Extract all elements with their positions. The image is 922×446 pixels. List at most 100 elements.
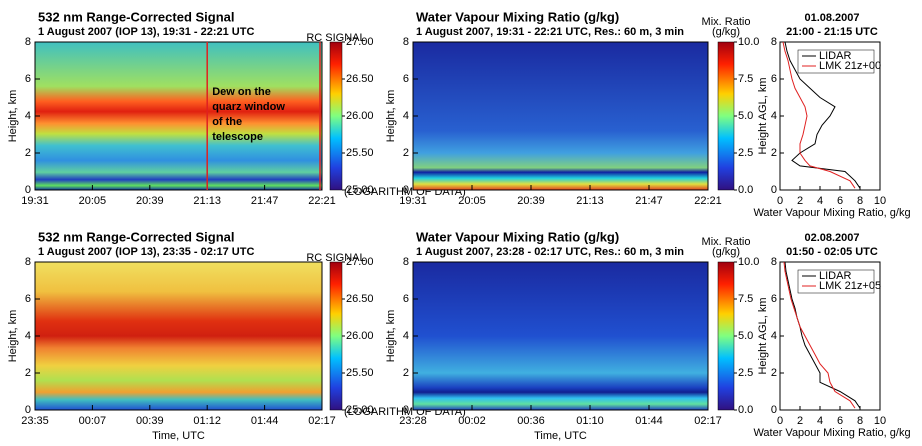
x-tick-label: 10 xyxy=(874,415,886,427)
colorbar-tick-label: 25.50 xyxy=(346,147,374,159)
annotation: of the xyxy=(212,116,242,128)
y-tick-label: 4 xyxy=(403,330,409,342)
colorbar-tick-label: 25.00 xyxy=(346,184,374,196)
y-tick-label: 6 xyxy=(771,293,777,305)
x-tick-label: 01:44 xyxy=(635,415,663,427)
y-axis-label: Height, km xyxy=(385,90,397,143)
y-tick-label: 2 xyxy=(771,367,777,379)
x-axis-label: Water Vapour Mixing Ratio, g/kg xyxy=(753,427,910,439)
x-tick-label: 22:21 xyxy=(308,195,336,207)
x-tick-label: 0 xyxy=(777,415,783,427)
colorbar-tick-label: 5.0 xyxy=(738,330,753,342)
y-tick-label: 8 xyxy=(771,36,777,48)
y-tick-label: 0 xyxy=(403,184,409,196)
colorbar-label: (g/kg) xyxy=(712,246,740,258)
x-tick-label: 00:39 xyxy=(136,415,164,427)
y-tick-label: 6 xyxy=(403,293,409,305)
colorbar-tick-label: 26.50 xyxy=(346,293,374,305)
y-tick-label: 6 xyxy=(771,73,777,85)
x-tick-label: 19:31 xyxy=(21,195,49,207)
x-tick-label: 22:21 xyxy=(694,195,722,207)
chart-title: 01.08.2007 xyxy=(804,12,859,24)
x-tick-label: 00:07 xyxy=(79,415,107,427)
colorbar-tick-label: 27.00 xyxy=(346,256,374,268)
x-tick-label: 20:39 xyxy=(136,195,164,207)
y-tick-label: 0 xyxy=(771,184,777,196)
legend-box xyxy=(797,49,875,74)
x-tick-label: 01:44 xyxy=(251,415,279,427)
y-tick-label: 2 xyxy=(403,367,409,379)
y-tick-label: 4 xyxy=(25,330,31,342)
colorbar-tick-label: 0.0 xyxy=(738,404,753,416)
colorbar-tick-label: 7.5 xyxy=(738,293,753,305)
profile-line xyxy=(782,41,856,189)
y-tick-label: 4 xyxy=(25,110,31,122)
chart-title: 532 nm Range-Corrected Signal xyxy=(38,229,235,244)
colorbar-label: Mix. Ratio xyxy=(702,16,751,28)
heatmap-image xyxy=(35,262,322,410)
x-tick-label: 00:36 xyxy=(517,415,545,427)
y-tick-label: 0 xyxy=(25,184,31,196)
heatmap-image xyxy=(35,42,322,190)
profile-line xyxy=(783,261,856,409)
y-axis-label: Height AGL, km xyxy=(757,297,769,374)
x-tick-label: 21:13 xyxy=(193,195,221,207)
x-axis-label: Time, UTC xyxy=(534,430,587,442)
colorbar-tick-label: 10.0 xyxy=(738,256,759,268)
y-axis-label: Height, km xyxy=(7,90,19,143)
x-tick-label: 6 xyxy=(837,415,843,427)
colorbar xyxy=(329,41,343,191)
y-tick-label: 6 xyxy=(25,293,31,305)
y-tick-label: 8 xyxy=(403,36,409,48)
profile-line xyxy=(784,261,861,409)
x-tick-label: 19:31 xyxy=(399,195,427,207)
x-tick-label: 8 xyxy=(857,415,863,427)
chart-title: 02.08.2007 xyxy=(804,232,859,244)
y-tick-label: 2 xyxy=(403,147,409,159)
colorbar-label: RC SIGNAL xyxy=(306,252,365,264)
colorbar-tick-label: 26.00 xyxy=(346,110,374,122)
x-tick-label: 20:05 xyxy=(79,195,107,207)
chart-subtitle: 1 August 2007 (IOP 13), 23:35 - 02:17 UT… xyxy=(38,246,254,258)
legend-label: LMK 21z+05 xyxy=(819,280,881,292)
colorbar-tick-label: 26.00 xyxy=(346,330,374,342)
chart-subtitle: 1 August 2007 (IOP 13), 19:31 - 22:21 UT… xyxy=(38,26,254,38)
annotation: telescope xyxy=(212,131,263,143)
annotation: quarz window xyxy=(212,101,285,113)
colorbar-tick-label: 27.00 xyxy=(346,36,374,48)
chart-title: Water Vapour Mixing Ratio (g/kg) xyxy=(416,229,619,244)
colorbar-label: (g/kg) xyxy=(712,26,740,38)
y-tick-label: 2 xyxy=(25,147,31,159)
colorbar-tick-label: 2.5 xyxy=(738,367,753,379)
x-tick-label: 8 xyxy=(857,195,863,207)
y-tick-label: 8 xyxy=(771,256,777,268)
x-tick-label: 21:13 xyxy=(576,195,604,207)
x-tick-label: 20:05 xyxy=(458,195,486,207)
y-axis-label: Height AGL, km xyxy=(757,77,769,154)
colorbar-tick-label: 26.50 xyxy=(346,73,374,85)
x-tick-label: 02:17 xyxy=(308,415,336,427)
x-axis-label: Water Vapour Mixing Ratio, g/kg xyxy=(753,207,910,219)
x-tick-label: 2 xyxy=(797,415,803,427)
annotation: Dew on the xyxy=(212,86,271,98)
x-tick-label: 4 xyxy=(817,415,823,427)
colorbar-tick-label: 5.0 xyxy=(738,110,753,122)
chart-subtitle: 1 August 2007, 19:31 - 22:21 UTC, Res.: … xyxy=(416,26,684,38)
x-tick-label: 23:35 xyxy=(21,415,49,427)
x-tick-label: 4 xyxy=(817,195,823,207)
heatmap-image xyxy=(413,262,708,410)
y-axis-label: Height, km xyxy=(385,310,397,363)
legend-label: LMK 21z+00 xyxy=(819,60,881,72)
x-axis-label: Time, UTC xyxy=(152,430,205,442)
x-tick-label: 2 xyxy=(797,195,803,207)
y-tick-label: 8 xyxy=(25,256,31,268)
x-tick-label: 23:28 xyxy=(399,415,427,427)
x-tick-label: 01:10 xyxy=(576,415,604,427)
x-tick-label: 21:47 xyxy=(635,195,663,207)
legend-label: LIDAR xyxy=(819,270,851,282)
colorbar-tick-label: 7.5 xyxy=(738,73,753,85)
legend-box xyxy=(797,269,875,294)
y-tick-label: 4 xyxy=(403,110,409,122)
colorbar-tick-label: 25.50 xyxy=(346,367,374,379)
